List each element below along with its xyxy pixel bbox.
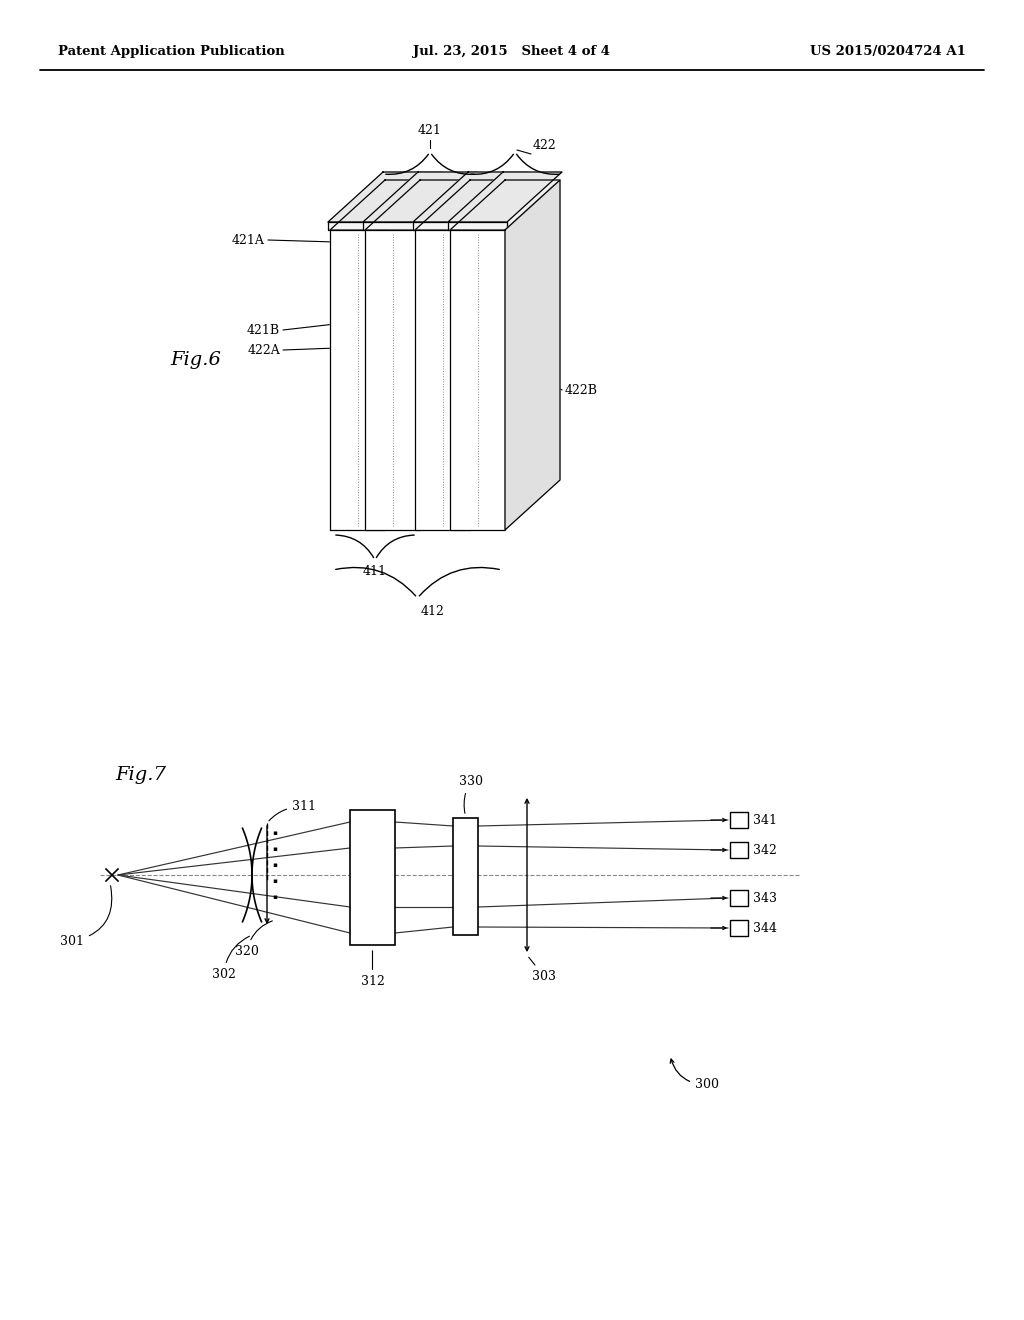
Polygon shape xyxy=(365,180,475,230)
Text: 343: 343 xyxy=(753,891,777,904)
Text: 421B: 421B xyxy=(247,323,280,337)
Text: 300: 300 xyxy=(671,1059,719,1092)
Bar xyxy=(730,890,748,906)
Text: 311: 311 xyxy=(269,800,316,821)
Polygon shape xyxy=(362,172,477,222)
Text: 422A: 422A xyxy=(247,343,280,356)
Text: US 2015/0204724 A1: US 2015/0204724 A1 xyxy=(810,45,966,58)
Text: 422: 422 xyxy=(534,139,557,152)
Text: 411: 411 xyxy=(362,565,387,578)
Text: 342: 342 xyxy=(753,843,777,857)
Polygon shape xyxy=(413,222,472,230)
Bar xyxy=(730,842,748,858)
Text: 422B: 422B xyxy=(565,384,598,396)
Polygon shape xyxy=(449,172,562,222)
Bar xyxy=(730,920,748,936)
Text: Fig.7: Fig.7 xyxy=(115,766,166,784)
Polygon shape xyxy=(450,230,505,531)
Polygon shape xyxy=(415,180,525,230)
Polygon shape xyxy=(330,180,440,230)
Polygon shape xyxy=(328,222,387,230)
Text: 341: 341 xyxy=(753,813,777,826)
Text: 421: 421 xyxy=(418,124,442,137)
Text: 302: 302 xyxy=(212,936,250,981)
Polygon shape xyxy=(450,180,560,230)
Polygon shape xyxy=(449,222,507,230)
Text: Patent Application Publication: Patent Application Publication xyxy=(58,45,285,58)
Text: 312: 312 xyxy=(360,950,384,987)
Polygon shape xyxy=(365,230,420,531)
Text: Jul. 23, 2015   Sheet 4 of 4: Jul. 23, 2015 Sheet 4 of 4 xyxy=(414,45,610,58)
Text: 303: 303 xyxy=(528,957,556,983)
Polygon shape xyxy=(415,230,470,531)
Polygon shape xyxy=(505,180,560,531)
Polygon shape xyxy=(328,172,442,222)
Text: 330: 330 xyxy=(459,775,482,813)
Text: 412: 412 xyxy=(421,605,444,618)
Polygon shape xyxy=(330,230,385,531)
Polygon shape xyxy=(362,222,422,230)
Text: Fig.6: Fig.6 xyxy=(170,351,221,370)
Text: 301: 301 xyxy=(60,886,112,948)
Text: 421A: 421A xyxy=(232,234,265,247)
Bar xyxy=(350,810,395,945)
Text: 320: 320 xyxy=(236,921,272,958)
Bar xyxy=(453,818,478,935)
Bar xyxy=(730,812,748,828)
Text: 344: 344 xyxy=(753,921,777,935)
Polygon shape xyxy=(413,172,527,222)
